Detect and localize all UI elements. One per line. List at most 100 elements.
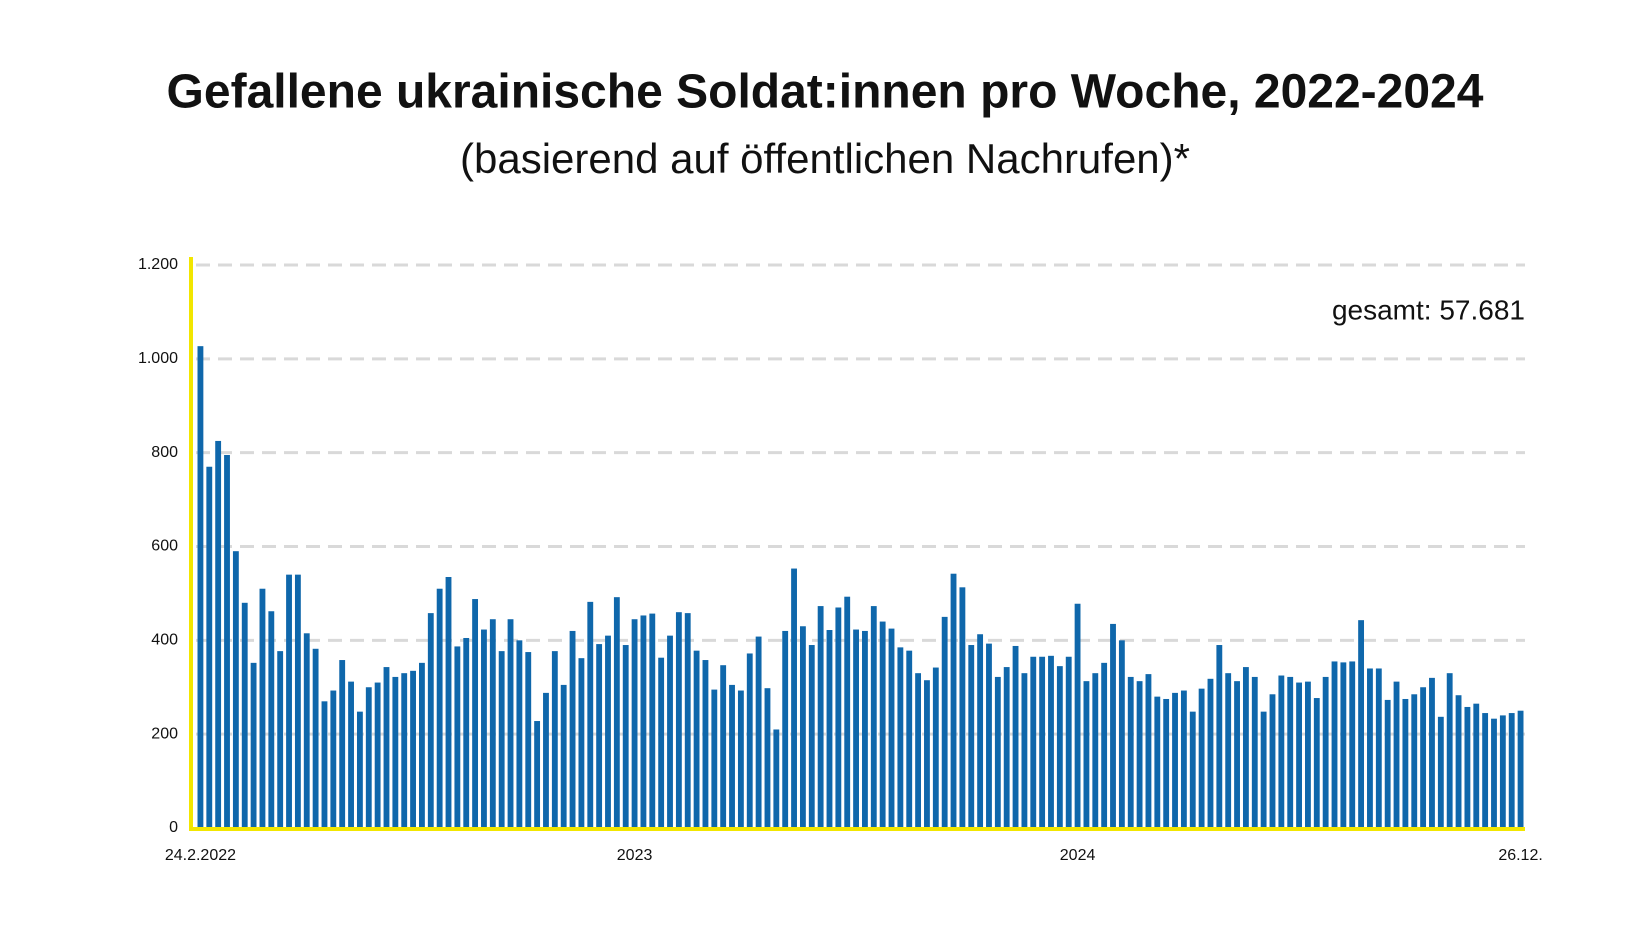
bar	[675, 612, 682, 828]
bar	[596, 644, 603, 828]
y-tick-label: 0	[169, 819, 178, 836]
bar	[1393, 681, 1400, 828]
bar	[410, 670, 416, 828]
bar	[640, 615, 647, 828]
bar	[764, 688, 771, 828]
bar	[631, 619, 638, 828]
bar	[1225, 673, 1232, 828]
bar	[445, 576, 452, 828]
bar	[977, 634, 984, 828]
y-tick-label: 600	[151, 538, 178, 555]
bar	[507, 619, 514, 828]
bar	[1242, 667, 1249, 828]
bar	[534, 721, 541, 828]
bar	[543, 692, 549, 828]
bar	[826, 630, 833, 828]
bar	[649, 613, 656, 828]
bar	[1411, 694, 1418, 828]
bar	[472, 599, 479, 828]
y-tick-label: 400	[151, 632, 178, 649]
bar	[294, 574, 301, 828]
bar	[1384, 699, 1391, 828]
bar	[356, 711, 363, 828]
chart-title: Gefallene ukrainische Soldat:innen pro W…	[167, 66, 1484, 119]
bar	[888, 628, 895, 828]
bar	[667, 635, 673, 828]
bar	[959, 587, 966, 828]
bar	[1127, 676, 1134, 828]
bar	[578, 658, 585, 828]
bar	[250, 662, 257, 828]
bar	[1101, 662, 1108, 828]
bar	[330, 690, 337, 828]
bar	[1322, 676, 1329, 828]
bar	[1464, 706, 1471, 828]
bar	[879, 621, 886, 828]
bar	[1340, 662, 1347, 828]
bar	[791, 568, 797, 828]
bar	[1446, 673, 1453, 828]
bar	[755, 636, 762, 828]
bar	[1083, 681, 1090, 828]
bar	[365, 687, 372, 828]
bar	[932, 667, 939, 828]
bar	[241, 602, 248, 828]
bar	[658, 657, 665, 828]
bar	[1358, 620, 1365, 828]
bar	[1065, 656, 1072, 828]
bar	[1039, 656, 1046, 828]
bar	[1030, 656, 1037, 828]
bar	[693, 650, 700, 828]
bar	[321, 701, 328, 828]
bar	[1180, 690, 1187, 828]
bar	[206, 466, 213, 828]
bar	[746, 653, 753, 828]
bar	[374, 682, 381, 828]
bar	[808, 645, 815, 828]
bar	[1056, 666, 1063, 828]
bar	[516, 640, 523, 828]
bar	[312, 648, 319, 828]
bar	[232, 551, 239, 828]
bar	[994, 676, 1001, 828]
bar	[1367, 668, 1373, 828]
bar	[870, 606, 877, 828]
bar	[489, 619, 496, 828]
bar	[481, 629, 487, 828]
bar	[950, 573, 957, 828]
bar	[339, 660, 346, 828]
bar	[720, 665, 727, 828]
y-tick-label: 200	[151, 725, 178, 742]
bar	[862, 630, 868, 828]
bar	[401, 673, 408, 828]
bar	[1269, 694, 1276, 828]
bar	[224, 455, 230, 828]
bar	[1455, 695, 1462, 828]
bar	[1517, 710, 1524, 828]
x-tick-label: 2023	[617, 847, 653, 864]
bar	[1216, 645, 1223, 828]
bar	[1251, 676, 1258, 828]
bar	[463, 637, 470, 828]
bar	[551, 651, 558, 828]
bar	[1331, 661, 1338, 828]
annotation: gesamt: 57.681	[1332, 294, 1525, 325]
bar	[605, 635, 611, 828]
bar	[1003, 667, 1010, 828]
x-tick-label: 26.12.	[1498, 847, 1542, 864]
bar	[817, 606, 824, 828]
bar	[773, 729, 780, 828]
bar	[835, 607, 842, 828]
bar	[419, 662, 425, 828]
bar	[1473, 703, 1480, 828]
bar	[1136, 681, 1143, 828]
bar	[941, 616, 948, 828]
bar	[436, 588, 443, 828]
bar	[1145, 674, 1152, 828]
bar	[1234, 681, 1240, 828]
bar	[702, 660, 709, 828]
bar	[844, 596, 851, 828]
bar	[853, 629, 859, 828]
bar	[906, 650, 913, 828]
